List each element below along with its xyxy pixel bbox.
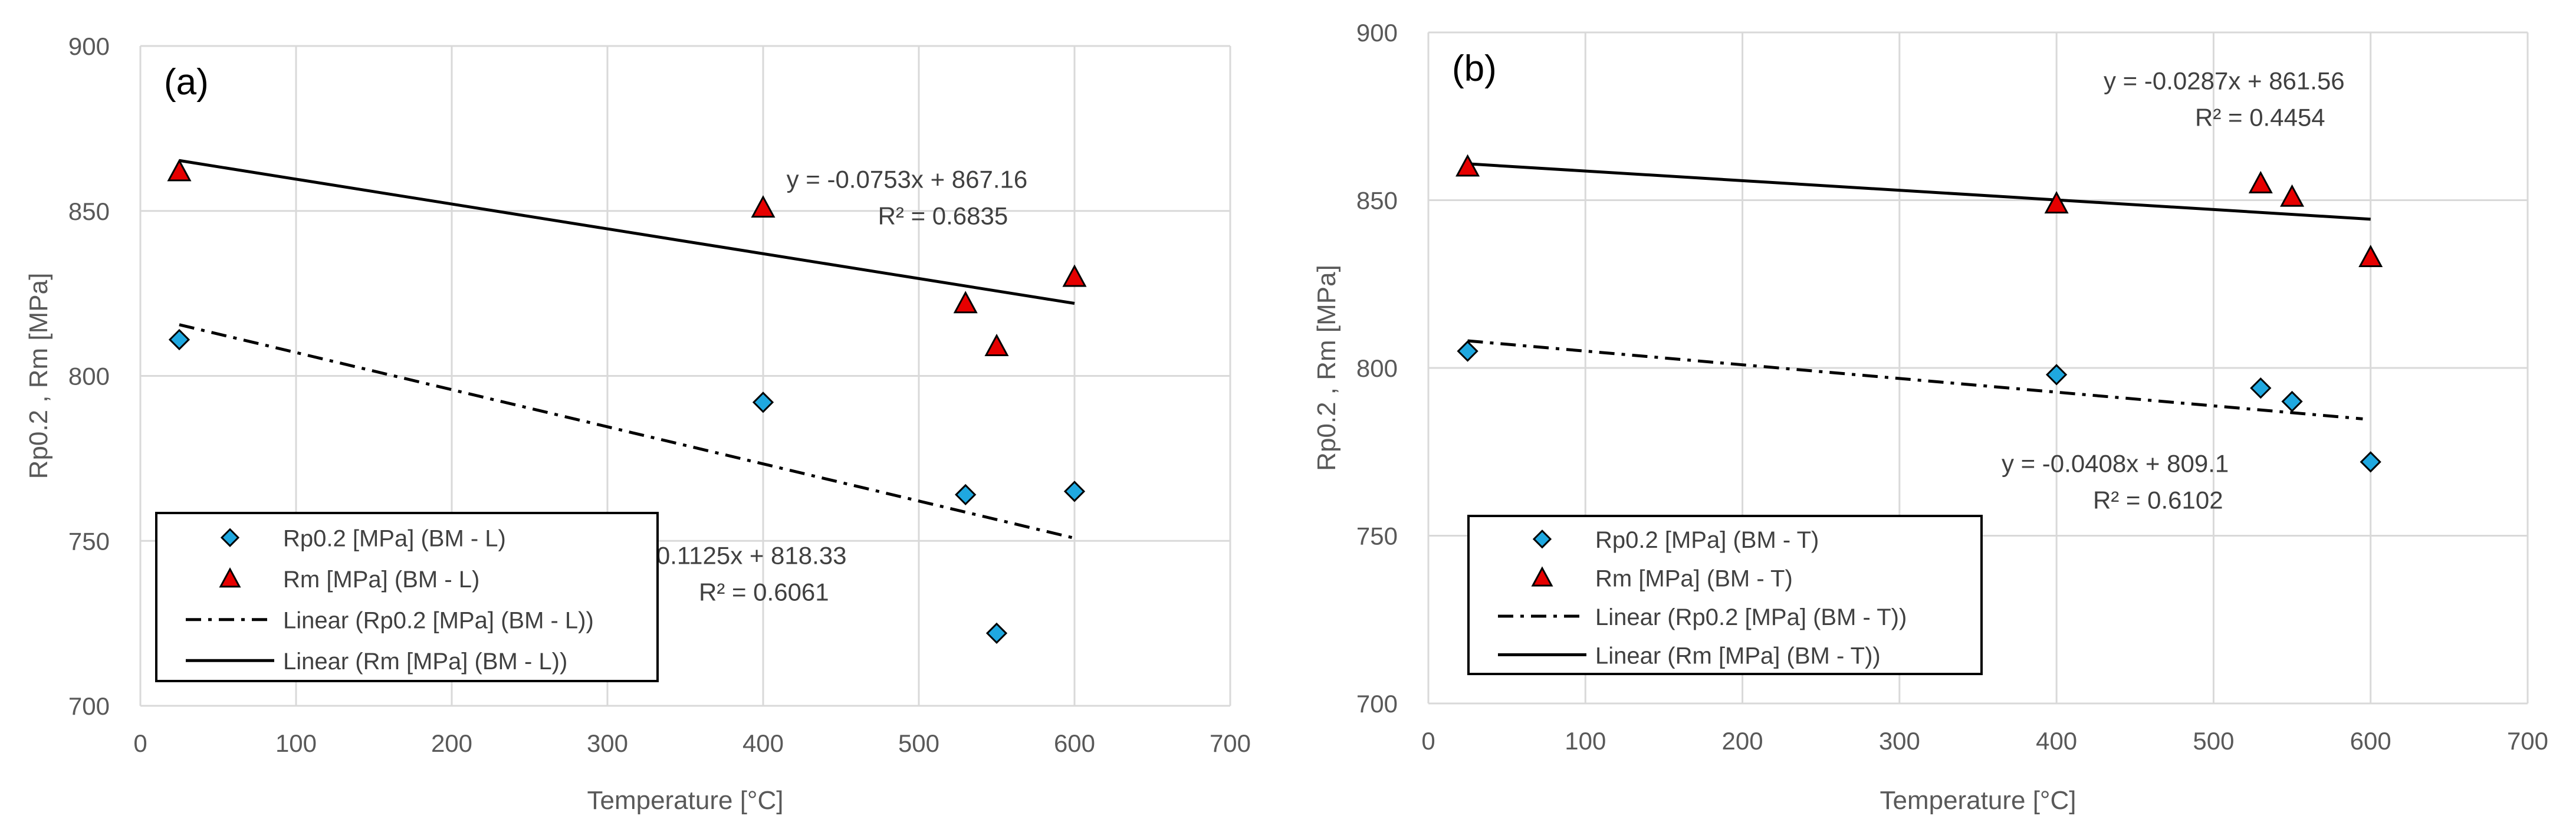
legend-label: Rm [MPa] (BM - L) [283, 567, 479, 593]
data-point-rm [751, 195, 776, 218]
x-tick-label: 200 [431, 729, 472, 757]
data-point-rp02 [1063, 481, 1086, 502]
data-point-rm [953, 291, 978, 314]
data-point-rp02 [2281, 390, 2303, 413]
x-tick-label: 200 [1722, 727, 1763, 755]
x-tick-label: 100 [1565, 727, 1606, 755]
panel-label: (a) [164, 62, 209, 103]
x-axis-title: Temperature [°C] [1880, 786, 2076, 815]
panel-label: (b) [1452, 48, 1497, 89]
data-point-rm [167, 159, 192, 182]
legend-label: Rp0.2 [MPa] (BM - T) [1595, 527, 1819, 553]
y-tick-label: 850 [1356, 187, 1398, 215]
y-tick-label: 800 [68, 363, 110, 390]
data-point-rp02 [2250, 377, 2272, 399]
legend-box [1467, 515, 1983, 675]
trendline-rm [1467, 162, 2371, 221]
data-point-rm [1062, 264, 1087, 287]
trendline-equation: y = -0.0753x + 867.16 [787, 166, 1028, 193]
data-point-rp02 [168, 328, 190, 351]
legend-label: Linear (Rm [MPa] (BM - T)) [1595, 643, 1881, 669]
y-tick-label: 700 [1356, 690, 1398, 718]
x-tick-label: 700 [2507, 727, 2548, 755]
trendline-equation: y = -0.0408x + 809.1 [2002, 449, 2229, 477]
gridlines [139, 45, 1231, 707]
legend-label: Linear (Rp0.2 [MPa] (BM - T)) [1595, 604, 1907, 630]
trendline-equation: y = -0.0287x + 861.56 [2104, 67, 2345, 95]
legend: Rp0.2 [MPa] (BM - L) Rm [MPa] (BM - L) Lin… [155, 512, 659, 682]
data-point-rm [2358, 245, 2383, 268]
legend-label: Rp0.2 [MPa] (BM - L) [283, 526, 506, 552]
data-point-rm [984, 333, 1009, 356]
trendline-r2: R² = 0.4454 [2195, 104, 2325, 131]
x-tick-label: 500 [2193, 727, 2234, 755]
legend-label: Linear (Rm [MPa] (BM - L)) [283, 649, 567, 675]
legend-label: Rm [MPa] (BM - T) [1595, 566, 1793, 592]
legend-label: Linear (Rp0.2 [MPa] (BM - L)) [283, 608, 594, 634]
trendline-r2: R² = 0.6061 [699, 578, 829, 606]
y-tick-label: 750 [1356, 522, 1398, 550]
data-point-rm [1455, 154, 1480, 177]
y-tick-label: 900 [1356, 19, 1398, 47]
x-tick-label: 700 [1210, 729, 1251, 757]
y-tick-label: 750 [68, 527, 110, 555]
data-point-rm [2280, 184, 2305, 207]
data-point-rm [2248, 170, 2273, 193]
x-tick-label: 0 [1421, 727, 1435, 755]
gridlines [1427, 31, 2529, 705]
legend-marker-rp02 [220, 528, 240, 547]
chart-b: 0 100 200 300 400 500 600 700 700 750 800 850 900 Tem… [1312, 19, 2548, 815]
legend-marker-rm [1531, 566, 1553, 587]
trendline-rp02 [1467, 339, 2363, 420]
data-point-rp02 [985, 622, 1008, 644]
x-tick-label: 400 [2036, 727, 2077, 755]
chart-a: 0 100 200 300 400 500 600 700 700 750 800 850 900 Tem… [24, 32, 1251, 815]
legend-marker-rp02 [1532, 530, 1552, 549]
data-point-rp02 [2360, 451, 2381, 473]
data-point-rp02 [955, 484, 977, 506]
x-tick-label: 100 [275, 729, 317, 757]
x-tick-label: 500 [898, 729, 939, 757]
y-axis-title: Rp0.2 , Rm [MPa] [24, 273, 53, 479]
data-point-rp02 [2046, 364, 2068, 386]
y-axis-title: Rp0.2 , Rm [MPa] [1312, 265, 1341, 471]
x-tick-label: 400 [742, 729, 784, 757]
x-tick-label: 300 [587, 729, 628, 757]
x-tick-label: 600 [1054, 729, 1095, 757]
legend-box [155, 512, 659, 682]
y-tick-label: 900 [68, 32, 110, 60]
trendline-rm [179, 159, 1075, 305]
data-point-rm [2044, 191, 2069, 213]
x-tick-label: 300 [1879, 727, 1920, 755]
data-point-rp02 [1457, 340, 1478, 362]
x-axis-title: Temperature [°C] [587, 786, 783, 815]
x-tick-label: 600 [2350, 727, 2391, 755]
legend: Rp0.2 [MPa] (BM - T) Rm [MPa] (BM - T) Lin… [1467, 515, 1983, 675]
y-tick-label: 850 [68, 198, 110, 225]
x-tick-label: 0 [133, 729, 147, 757]
trendline-r2: R² = 0.6102 [2093, 486, 2223, 514]
y-tick-label: 800 [1356, 354, 1398, 382]
trendline-rp02 [179, 323, 1075, 540]
trendline-r2: R² = 0.6835 [878, 202, 1008, 230]
y-tick-label: 700 [68, 692, 110, 720]
data-point-rp02 [752, 392, 774, 413]
legend-marker-rm [219, 567, 241, 588]
